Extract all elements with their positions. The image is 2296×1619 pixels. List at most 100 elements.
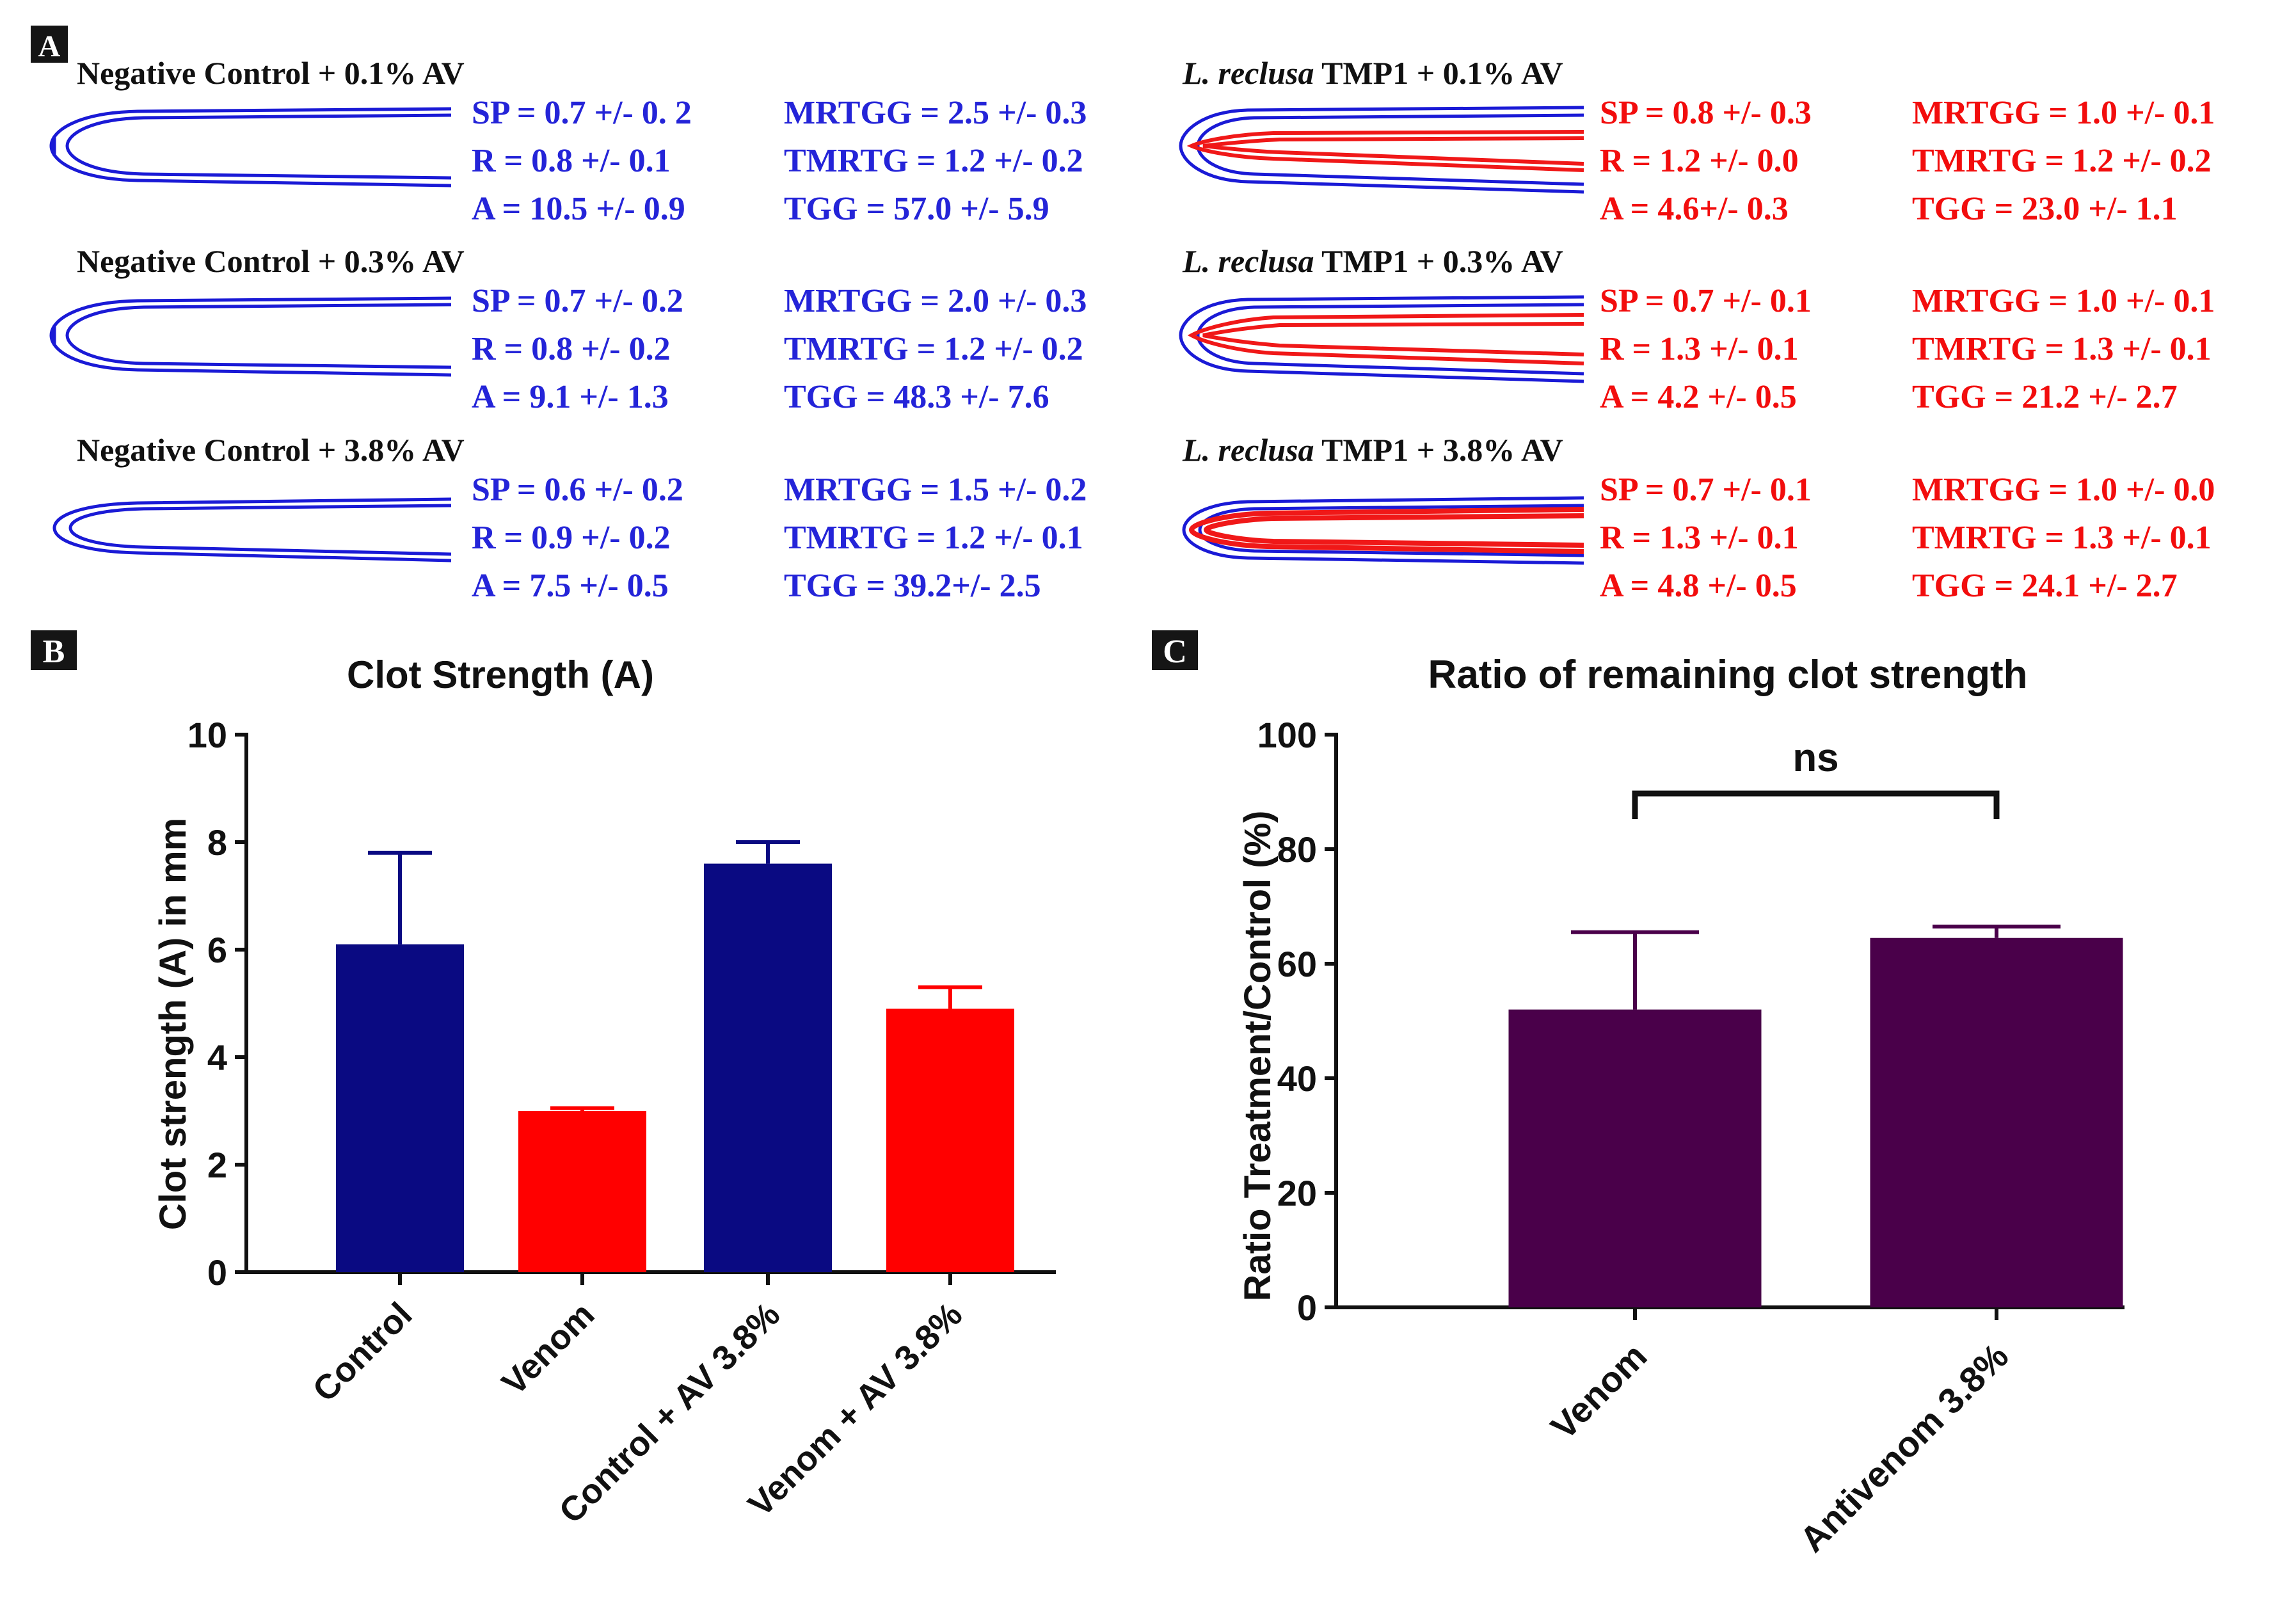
stat-tmrtg: TMRTG = 1.3 +/- 0.1 <box>1912 520 2212 556</box>
panel-a: A Negative Control + 0.1% AV SP = 0.7 +/… <box>31 26 2215 604</box>
y-tick-label: 6 <box>207 930 227 970</box>
species-name: L. reclusa <box>1182 55 1314 91</box>
tracing-block-negative-0-1: Negative Control + 0.1% AV SP = 0.7 +/- … <box>49 55 1087 227</box>
tracing-block-reclusa-3-8: L. reclusa TMP1 + 3.8% AV SP = 0.7 +/- 0… <box>1182 432 2215 604</box>
bar <box>518 1111 646 1272</box>
tracing-curve-blue <box>49 296 452 377</box>
y-tick-label: 0 <box>1297 1288 1317 1328</box>
stat-r: R = 1.3 +/- 0.1 <box>1600 520 1799 556</box>
significance-bracket <box>1632 790 2000 819</box>
stat-mrtgg: MRTGG = 2.0 +/- 0.3 <box>784 283 1087 319</box>
stat-tmrtg: TMRTG = 1.2 +/- 0.2 <box>784 331 1083 367</box>
stat-mrtgg: MRTGG = 1.0 +/- 0.1 <box>1912 95 2215 131</box>
panel-c-label-box <box>1152 630 1198 670</box>
chart-b-ylabel: Clot strength (A) in mm <box>152 818 194 1230</box>
y-tick-label: 10 <box>187 715 227 755</box>
stat-tgg: TGG = 24.1 +/- 2.7 <box>1912 568 2178 604</box>
stat-mrtgg: MRTGG = 1.5 +/- 0.2 <box>784 472 1087 508</box>
x-tick-label: Antivenom 3.8% <box>1792 1336 2016 1559</box>
stat-sp: SP = 0.7 +/- 0.1 <box>1600 283 1812 319</box>
x-tick-label: Venom <box>1543 1336 1654 1447</box>
tracing-title: Negative Control + 0.1% AV <box>77 55 465 91</box>
tracing-curve-blue <box>49 107 452 187</box>
tracing-title-rest: TMP1 + 0.1% AV <box>1314 55 1563 91</box>
panel-b-label-box <box>31 630 77 670</box>
tracing-curve-blue <box>1179 106 1584 194</box>
bar <box>704 863 832 1272</box>
bar <box>886 1009 1014 1272</box>
tracing-curve-red <box>1188 507 1584 554</box>
tracing-title: Negative Control + 0.3% AV <box>77 243 465 279</box>
stat-tmrtg: TMRTG = 1.2 +/- 0.2 <box>1912 143 2212 179</box>
tracing-title: Negative Control + 3.8% AV <box>77 432 465 468</box>
tracing-curve-red <box>1187 313 1584 365</box>
stat-a: A = 7.5 +/- 0.5 <box>472 568 669 604</box>
stat-r: R = 0.9 +/- 0.2 <box>472 520 671 556</box>
chart-c-title: Ratio of remaining clot strength <box>1428 653 2028 697</box>
bar <box>1508 1009 1762 1307</box>
stat-sp: SP = 0.7 +/- 0.2 <box>472 283 683 319</box>
stat-r: R = 1.2 +/- 0.0 <box>1600 143 1799 179</box>
y-tick-label: 60 <box>1277 944 1317 984</box>
panel-a-label-box <box>31 26 68 63</box>
panel-c-label: C <box>1163 634 1187 670</box>
y-tick-label: 0 <box>207 1252 227 1293</box>
chart-c-plot: 0 20 40 60 80 100 Venom Antivenom 3.8% ns <box>1257 715 2125 1559</box>
stat-r: R = 0.8 +/- 0.2 <box>472 331 671 367</box>
stat-tmrtg: TMRTG = 1.2 +/- 0.2 <box>784 143 1083 179</box>
stat-a: A = 4.6+/- 0.3 <box>1600 191 1789 227</box>
tracing-curve-blue <box>1179 295 1584 383</box>
y-tick-label: 100 <box>1257 715 1317 755</box>
bar <box>336 944 464 1272</box>
stat-r: R = 1.3 +/- 0.1 <box>1600 331 1799 367</box>
stat-tgg: TGG = 23.0 +/- 1.1 <box>1912 191 2178 227</box>
tracing-curve-red <box>1186 130 1584 172</box>
stat-tgg: TGG = 39.2+/- 2.5 <box>784 568 1041 604</box>
tracing-title: L. reclusa TMP1 + 0.3% AV <box>1182 243 1563 279</box>
stat-a: A = 9.1 +/- 1.3 <box>472 379 669 415</box>
tracing-block-negative-3-8: Negative Control + 3.8% AV SP = 0.6 +/- … <box>52 432 1087 604</box>
bar <box>1870 937 2123 1307</box>
tracing-curve-blue <box>52 497 452 562</box>
stat-a: A = 10.5 +/- 0.9 <box>472 191 685 227</box>
stat-tgg: TGG = 57.0 +/- 5.9 <box>784 191 1049 227</box>
stat-tmrtg: TMRTG = 1.3 +/- 0.1 <box>1912 331 2212 367</box>
y-tick-label: 40 <box>1277 1058 1317 1099</box>
y-tick-label: 2 <box>207 1145 227 1185</box>
panel-b-label: B <box>43 634 65 670</box>
stat-tgg: TGG = 48.3 +/- 7.6 <box>784 379 1049 415</box>
y-tick-label: 80 <box>1277 829 1317 870</box>
stat-a: A = 4.2 +/- 0.5 <box>1600 379 1797 415</box>
stat-mrtgg: MRTGG = 1.0 +/- 0.1 <box>1912 283 2215 319</box>
tracing-curve-blue <box>1182 496 1584 565</box>
stat-sp: SP = 0.8 +/- 0.3 <box>1600 95 1812 131</box>
y-tick-label: 8 <box>207 822 227 863</box>
stat-sp: SP = 0.6 +/- 0.2 <box>472 472 683 508</box>
x-tick-label: Control <box>305 1295 419 1409</box>
x-tick-label: Venom <box>495 1295 602 1403</box>
tracing-block-reclusa-0-1: L. reclusa TMP1 + 0.1% AV SP = 0.8 +/- 0… <box>1179 55 2215 227</box>
stat-mrtgg: MRTGG = 2.5 +/- 0.3 <box>784 95 1087 131</box>
stat-a: A = 4.8 +/- 0.5 <box>1600 568 1797 604</box>
stat-sp: SP = 0.7 +/- 0.1 <box>1600 472 1812 508</box>
tracing-title: L. reclusa TMP1 + 3.8% AV <box>1182 432 1563 468</box>
stat-mrtgg: MRTGG = 1.0 +/- 0.0 <box>1912 472 2215 508</box>
chart-b-title: Clot Strength (A) <box>347 653 654 696</box>
panel-c: C Ratio of remaining clot strength Ratio… <box>1152 630 2125 1559</box>
tracing-block-negative-0-3: Negative Control + 0.3% AV SP = 0.7 +/- … <box>49 243 1087 415</box>
species-name: L. reclusa <box>1182 243 1314 279</box>
panel-b: B Clot Strength (A) Clot strength (A) in… <box>31 630 1056 1531</box>
species-name: L. reclusa <box>1182 432 1314 468</box>
stat-tmrtg: TMRTG = 1.2 +/- 0.1 <box>784 520 1083 556</box>
y-tick-label: 20 <box>1277 1173 1317 1213</box>
significance-label: ns <box>1792 736 1838 780</box>
tracing-title: L. reclusa TMP1 + 0.1% AV <box>1182 55 1563 91</box>
chart-c-ylabel: Ratio Treatment/Control (%) <box>1237 811 1279 1302</box>
tracing-title-rest: TMP1 + 3.8% AV <box>1314 432 1563 468</box>
panel-a-label: A <box>38 29 61 63</box>
tracing-block-reclusa-0-3: L. reclusa TMP1 + 0.3% AV SP = 0.7 +/- 0… <box>1179 243 2215 415</box>
y-tick-label: 4 <box>207 1037 227 1078</box>
stat-r: R = 0.8 +/- 0.1 <box>472 143 671 179</box>
